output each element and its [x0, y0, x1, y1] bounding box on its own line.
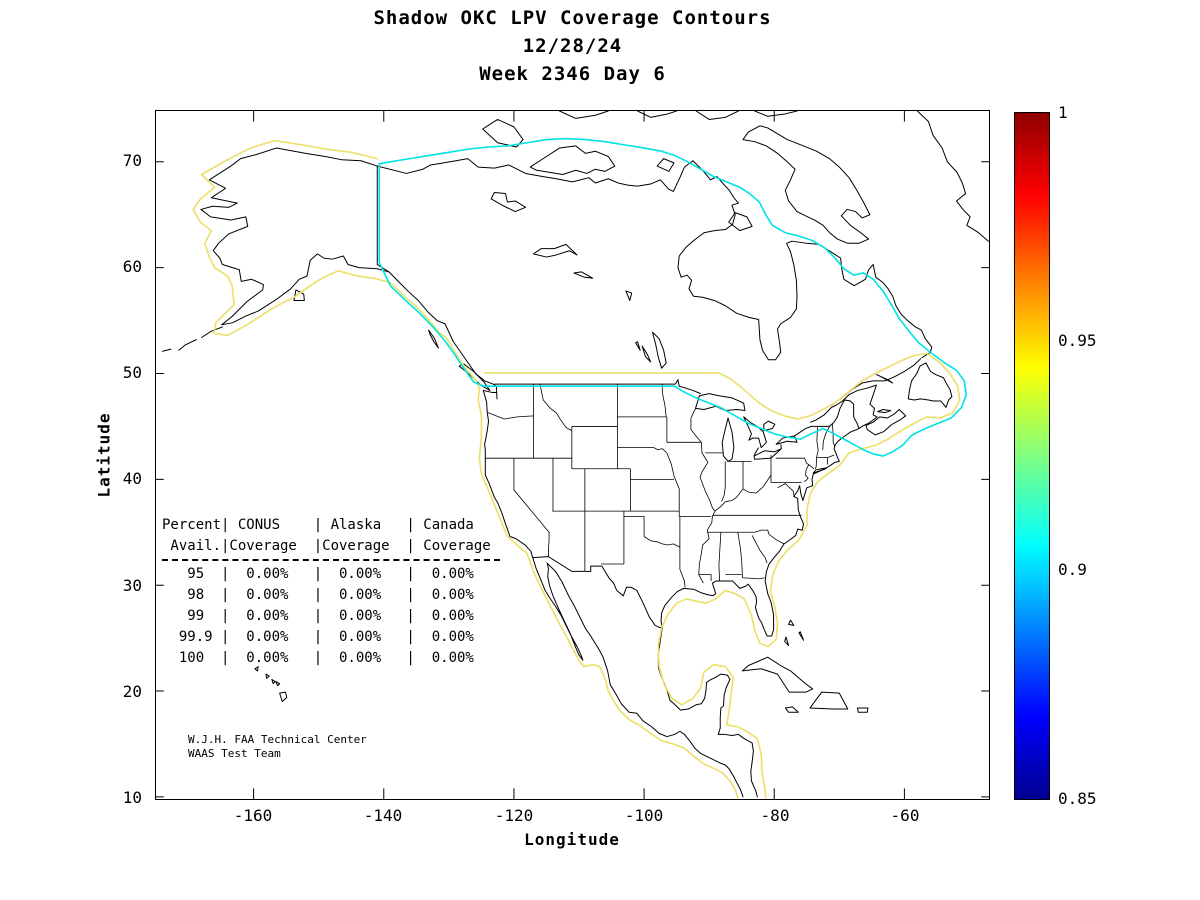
state-borders: [485, 384, 834, 587]
bahamas: [785, 620, 804, 645]
arctic-archipelago-top: [559, 111, 797, 119]
banks-island: [483, 119, 523, 147]
x-tick: -100: [624, 806, 664, 825]
credit-text: W.J.H. FAA Technical Center WAAS Test Te…: [188, 733, 367, 760]
baffin-island: [743, 126, 870, 243]
hispaniola: [810, 692, 848, 709]
y-tick: 30: [122, 576, 142, 595]
juan-de-fuca: [483, 390, 496, 392]
title-line-3: Week 2346 Day 6: [479, 63, 666, 85]
lake-athabasca: [574, 272, 593, 278]
top-tick-marks: [254, 111, 905, 122]
lake-michigan: [722, 418, 734, 461]
axis-tick-marks: [156, 111, 989, 799]
stats-table-rows: 95 | 0.00% | 0.00% | 0.00% 98 | 0.00% | …: [178, 566, 474, 666]
alaska-coastline: [201, 148, 445, 325]
jamaica: [785, 707, 798, 712]
us-west-coast: [483, 390, 532, 557]
x-tick: -60: [890, 806, 920, 825]
y-axis-label: Latitude: [94, 412, 114, 498]
lake-winnipeg: [653, 332, 667, 368]
map-svg: [156, 111, 989, 799]
x-axis-label: Longitude: [524, 830, 620, 849]
plot-area: [155, 110, 990, 800]
lake-superior: [695, 394, 744, 411]
contour-095-pacific: [193, 141, 738, 798]
great-slave-lake: [533, 244, 577, 257]
lake-erie: [754, 449, 781, 460]
anticosti-island: [876, 375, 892, 383]
nova-scotia: [866, 409, 906, 434]
cuba: [742, 657, 812, 692]
colorbar-tick: 0.95: [1058, 331, 1097, 350]
bottom-tick-marks: [254, 788, 905, 799]
y-axis-tick-labels: 70 60 50 40 30 20 10: [96, 110, 146, 807]
y-tick: 60: [122, 257, 142, 276]
us-mexico-border: [533, 557, 663, 628]
colorbar: [1014, 112, 1050, 800]
x-tick: -160: [233, 806, 273, 825]
x-tick: -140: [363, 806, 403, 825]
colorbar-tick: 0.85: [1058, 789, 1097, 808]
greenland-coast: [917, 111, 988, 241]
figure-title: Shadow OKC LPV Coverage Contours 12/28/2…: [0, 4, 1145, 88]
contour-095-conus-atlantic-gulf: [485, 353, 960, 798]
mexico-gulf-caribbean-coast: [658, 628, 757, 797]
y-tick: 40: [122, 469, 142, 488]
labrador-hudson-bay-coast: [678, 203, 932, 360]
reindeer-lake: [626, 291, 632, 301]
x-tick: -80: [760, 806, 790, 825]
x-axis-tick-labels: -160 -140 -120 -100 -80 -60: [155, 806, 990, 828]
stats-table-header: Percent| CONUS | Alaska | Canada Avail.|…: [162, 517, 491, 554]
lakes: [491, 193, 797, 462]
colorbar-tick: 0.9: [1058, 560, 1087, 579]
international-borders: [377, 166, 859, 627]
stats-table-separator: [162, 559, 500, 561]
great-bear-lake: [491, 193, 525, 212]
left-tick-marks: [156, 162, 164, 797]
bc-coastline: [445, 324, 497, 399]
y-tick: 20: [122, 682, 142, 701]
y-tick: 70: [122, 151, 142, 170]
long-island: [813, 468, 827, 473]
y-tick: 10: [122, 788, 142, 807]
title-line-2: 12/28/24: [522, 35, 623, 57]
x-tick: -120: [494, 806, 534, 825]
southampton-island: [729, 213, 752, 231]
credit-annotation: W.J.H. FAA Technical Center WAAS Test Te…: [188, 733, 367, 761]
us-canada-border: [494, 380, 858, 456]
king-william-island: [657, 159, 674, 172]
arctic-mainland-coast: [377, 159, 738, 203]
lake-manitoba: [636, 342, 651, 362]
haida-gwaii: [429, 330, 439, 348]
contour-090-canada-envelope: [379, 139, 966, 457]
us-state-lines: [485, 384, 834, 587]
hawaii-islands: [255, 667, 287, 702]
baja-and-mexico-pacific-coast: [533, 558, 743, 797]
newfoundland: [908, 363, 952, 407]
colorbar-tick-labels: 1 0.95 0.9 0.85: [1058, 103, 1118, 810]
y-tick: 50: [122, 363, 142, 382]
us-gulf-and-east-coast: [661, 429, 859, 636]
title-line-1: Shadow OKC LPV Coverage Contours: [373, 7, 772, 29]
coverage-contours: [193, 139, 966, 798]
right-tick-marks: [981, 162, 989, 797]
new-brunswick-gaspe-coast: [811, 385, 877, 428]
aleutian-islands: [163, 327, 223, 351]
victoria-island: [530, 146, 615, 175]
puerto-rico: [858, 708, 868, 712]
prince-edward-island: [878, 409, 891, 412]
coverage-stats-table: Percent| CONUS | Alaska | Canada Avail.|…: [162, 515, 500, 669]
colorbar-tick: 1: [1058, 103, 1068, 122]
alaska-canada-border: [377, 166, 389, 272]
coastlines: [163, 111, 989, 797]
